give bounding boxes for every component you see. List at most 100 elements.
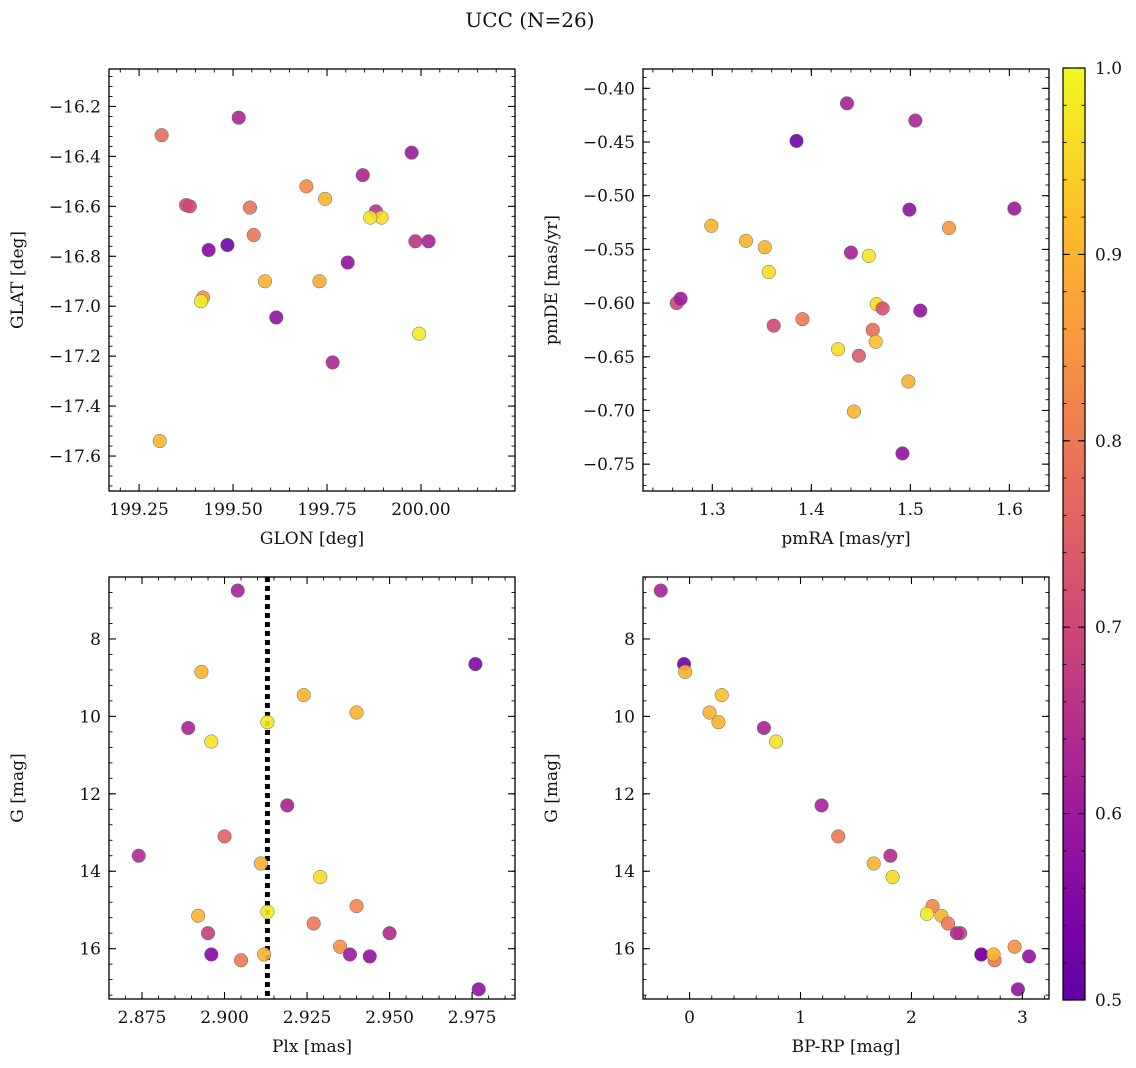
y-tick-label: −16.4	[49, 147, 101, 167]
data-point	[895, 446, 910, 461]
data-point	[408, 234, 423, 249]
data-point	[831, 829, 846, 844]
data-point	[913, 303, 928, 318]
y-tick-label: −0.70	[583, 401, 635, 421]
y-tick-label: −0.75	[583, 455, 635, 475]
data-point	[152, 434, 167, 449]
data-point	[986, 947, 1001, 962]
data-point	[269, 310, 284, 325]
data-point	[313, 869, 328, 885]
data-point	[131, 848, 146, 863]
data-point	[233, 953, 249, 968]
x-tick-label: 2.925	[283, 1008, 332, 1028]
x-tick-label: 0	[684, 1008, 695, 1028]
y-tick-label: 12	[613, 785, 635, 805]
data-point	[711, 715, 726, 730]
x-tick-label: 2.900	[200, 1008, 249, 1028]
colorbar-gradient	[1062, 67, 1086, 1001]
y-tick-label: −16.2	[49, 97, 101, 117]
data-point	[349, 899, 364, 914]
x-tick-label: 199.75	[297, 500, 356, 520]
x-tick-label: 1.3	[699, 500, 726, 520]
data-point	[200, 926, 216, 941]
data-point	[382, 926, 397, 941]
y-tick-label: −0.60	[583, 294, 635, 314]
y-axis-label: pmDE [mas/yr]	[542, 215, 562, 345]
data-point	[230, 583, 245, 598]
x-tick-label: 3	[1017, 1008, 1028, 1028]
data-point	[714, 688, 729, 703]
panel-pmra-pmde: 1.3 1.4 1.5 1.6 −0.40 −0.45 −0.50 −0.55 −0.60 −0.…	[542, 68, 1050, 549]
data-point	[220, 237, 235, 253]
x-tick-label: 1.4	[798, 500, 825, 520]
y-tick-label: −16.8	[49, 247, 101, 267]
data-point	[404, 145, 419, 160]
colorbar: 0.5 0.6 0.7 0.8 0.9 1.0	[1062, 59, 1122, 1011]
data-point	[673, 291, 688, 306]
y-tick-label: −0.40	[583, 79, 635, 99]
colorbar-tick-label: 1.0	[1095, 59, 1122, 79]
figure-title: UCC (N=26)	[465, 8, 594, 32]
data-point	[363, 210, 378, 225]
data-point	[421, 234, 436, 249]
x-tick-label: 199.50	[203, 500, 262, 520]
data-point	[851, 348, 866, 363]
data-point	[868, 334, 883, 349]
data-point	[306, 916, 321, 931]
data-point	[299, 179, 314, 194]
data-point	[280, 798, 295, 813]
data-point	[883, 848, 898, 863]
data-point	[312, 274, 327, 289]
data-point	[1007, 939, 1022, 954]
y-tick-label: 12	[79, 785, 101, 805]
data-point	[757, 240, 772, 255]
data-point	[362, 949, 377, 964]
data-point	[257, 947, 272, 962]
x-tick-label: 2.875	[118, 1008, 167, 1028]
y-tick-label: −0.65	[583, 348, 635, 368]
data-point	[204, 947, 219, 962]
x-tick-label: 1.6	[996, 500, 1023, 520]
y-tick-label: −17.4	[49, 397, 101, 417]
data-point	[318, 191, 333, 206]
data-point	[901, 374, 916, 389]
y-tick-label: −17.6	[49, 447, 101, 467]
y-tick-label: −16.6	[49, 197, 101, 217]
data-point	[231, 110, 246, 125]
x-tick-label: 2.950	[365, 1008, 414, 1028]
data-point	[1010, 982, 1025, 997]
data-point	[902, 202, 917, 217]
data-point	[949, 926, 964, 941]
data-point	[941, 916, 956, 931]
y-tick-label: 8	[90, 630, 101, 650]
x-axis-label: Plx [mas]	[272, 1037, 352, 1057]
data-point	[471, 982, 486, 997]
colorbar-tick-label: 0.8	[1095, 432, 1122, 452]
y-tick-label: −0.50	[583, 187, 635, 207]
data-point	[738, 233, 754, 248]
data-point	[875, 301, 890, 316]
colorbar-tick-label: 0.7	[1095, 618, 1122, 638]
data-point	[333, 939, 348, 954]
y-axis-label: G [mag]	[542, 753, 562, 822]
data-point	[704, 218, 719, 233]
data-point	[468, 657, 483, 672]
data-point	[296, 688, 311, 703]
data-point	[201, 242, 216, 258]
x-axis-label: GLON [deg]	[260, 529, 364, 549]
data-point	[182, 199, 197, 214]
x-tick-label: 200.00	[391, 500, 450, 520]
data-point	[1007, 201, 1022, 216]
y-tick-label: 16	[79, 940, 101, 960]
y-tick-label: −0.45	[583, 133, 635, 153]
x-tick-label: 2.975	[448, 1008, 497, 1028]
data-point	[349, 705, 364, 720]
data-point	[325, 355, 340, 370]
plot-frame	[642, 576, 1050, 1000]
plot-frame	[108, 576, 516, 1000]
y-tick-label: −0.55	[583, 240, 635, 260]
x-tick-label: 199.25	[109, 500, 168, 520]
data-point	[831, 342, 846, 357]
data-point	[846, 404, 861, 419]
